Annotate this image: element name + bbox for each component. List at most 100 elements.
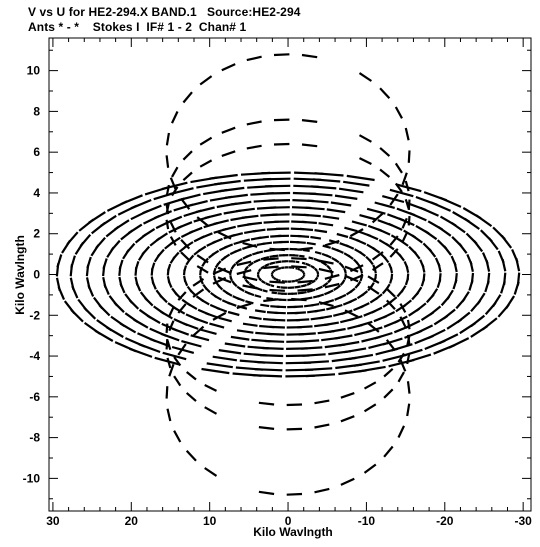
uv-point — [212, 355, 238, 362]
uv-point — [411, 291, 420, 301]
uv-point — [310, 235, 322, 240]
uv-point — [286, 403, 303, 407]
uv-point — [437, 226, 452, 237]
uv-point — [272, 254, 279, 258]
uv-point — [473, 240, 484, 253]
uv-point — [291, 265, 307, 269]
uv-point — [263, 265, 279, 270]
uv-point — [300, 284, 305, 288]
uv-point — [469, 261, 474, 273]
uv-point — [326, 208, 346, 214]
uv-point — [247, 244, 257, 249]
uv-point — [166, 357, 172, 369]
uv-point — [306, 282, 311, 286]
uv-point — [359, 276, 363, 282]
uv-point — [167, 302, 178, 311]
uv-point — [382, 195, 405, 204]
uv-point — [134, 260, 140, 271]
uv-point — [338, 187, 364, 194]
uv-point — [114, 341, 137, 353]
uv-point — [303, 304, 314, 308]
uv-point — [199, 159, 213, 168]
y-tick-label: 8 — [33, 104, 40, 118]
uv-point — [389, 266, 394, 274]
uv-point — [183, 265, 188, 272]
uv-point — [275, 278, 278, 281]
plot-frame — [48, 37, 532, 512]
uv-point — [171, 111, 179, 124]
uv-point — [114, 219, 130, 231]
uv-point — [428, 248, 437, 258]
uv-point — [246, 55, 262, 62]
uv-point — [455, 297, 466, 310]
uv-point — [150, 262, 156, 271]
uv-point — [375, 347, 399, 356]
uv-point — [255, 258, 261, 263]
uv-point — [300, 277, 303, 280]
uv-point — [300, 297, 308, 301]
uv-point — [229, 269, 233, 274]
uv-point — [268, 199, 291, 202]
y-tick-label: -2 — [29, 308, 40, 322]
uv-point — [177, 221, 193, 230]
uv-point — [167, 263, 172, 272]
uv-point — [130, 198, 152, 210]
uv-point — [232, 372, 262, 377]
uv-point — [389, 277, 393, 284]
y-tick-label: 6 — [33, 145, 40, 159]
uv-point — [394, 106, 403, 119]
uv-point — [245, 253, 253, 258]
x-axis-label: Kilo Wavlngth — [253, 525, 333, 539]
y-tick-label: 0 — [33, 268, 40, 282]
uv-point — [141, 245, 151, 256]
uv-point — [308, 256, 314, 260]
uv-point — [296, 241, 306, 244]
uv-point — [413, 250, 421, 260]
uv-point — [221, 126, 236, 134]
uv-point — [433, 343, 456, 355]
uv-point — [301, 275, 305, 279]
uv-point — [263, 256, 270, 260]
uv-point — [307, 199, 329, 204]
uv-point — [299, 254, 305, 258]
uv-point — [359, 214, 377, 221]
uv-point — [186, 371, 197, 381]
uv-point — [440, 295, 451, 307]
uv-point — [319, 300, 329, 305]
uv-point — [450, 222, 466, 234]
uv-point — [139, 291, 148, 301]
uv-point — [371, 246, 381, 254]
uv-point — [401, 232, 408, 243]
uv-point — [244, 278, 249, 283]
uv-point — [165, 215, 183, 225]
uv-point — [322, 283, 327, 288]
uv-point — [306, 289, 313, 293]
uv-point — [285, 368, 314, 372]
uv-point — [303, 213, 321, 218]
uv-point — [181, 298, 191, 307]
uv-point — [356, 238, 367, 246]
uv-point — [244, 290, 251, 295]
uv-point — [468, 279, 474, 291]
uv-point — [251, 338, 271, 343]
uv-point — [309, 192, 333, 197]
uv-point — [95, 236, 106, 249]
uv-point — [345, 244, 355, 250]
uv-point — [182, 91, 193, 104]
uv-point — [401, 172, 408, 186]
uv-point — [336, 248, 344, 254]
uv-point — [401, 217, 408, 229]
uv-point — [297, 278, 301, 282]
uv-point — [185, 392, 197, 402]
uv-point — [124, 293, 133, 304]
uv-point — [96, 319, 113, 332]
uv-point — [298, 234, 310, 238]
uv-point — [239, 238, 251, 244]
uv-point — [311, 280, 315, 284]
uv-point — [124, 337, 146, 348]
uv-point — [236, 207, 255, 213]
uv-point — [126, 242, 136, 254]
x-tick-label: 10 — [203, 514, 217, 528]
uv-point — [263, 257, 279, 261]
